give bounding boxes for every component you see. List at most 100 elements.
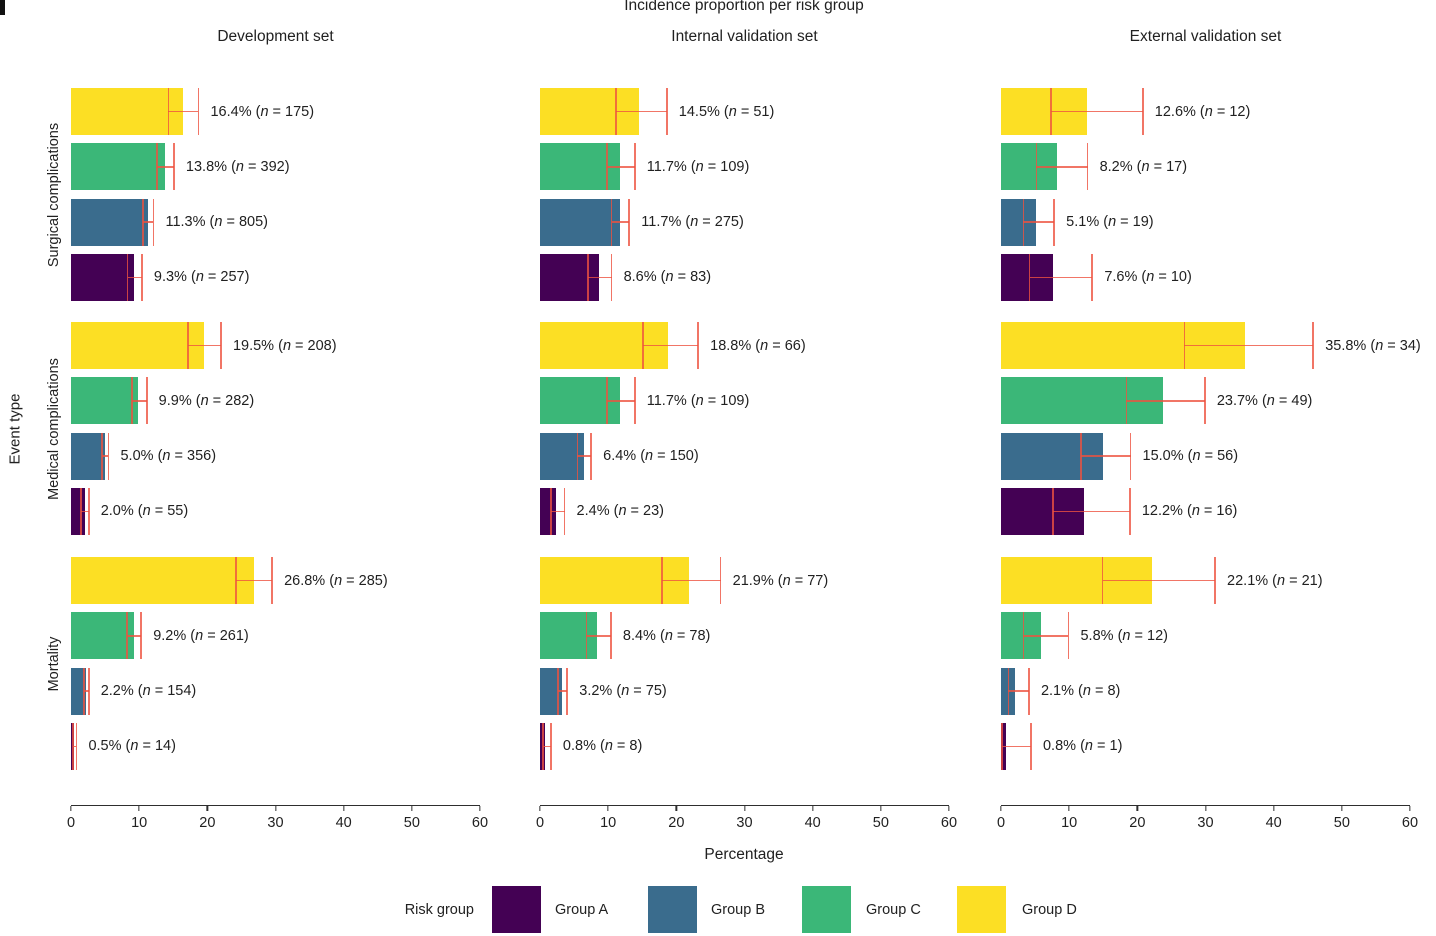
error-bar-upper-tick xyxy=(628,198,631,246)
x-axis-tick-label: 0 xyxy=(66,815,76,831)
legend-swatch-group-b xyxy=(648,886,697,933)
bar-row-group-c: 9.2% (n = 261) xyxy=(71,612,480,660)
bar-group-d xyxy=(71,88,183,136)
legend-title: Risk group xyxy=(404,902,474,918)
error-bar-line xyxy=(83,690,89,692)
x-axis-tick xyxy=(539,806,541,811)
x-axis-tick-label: 50 xyxy=(403,815,420,831)
bar-row-group-a: 9.3% (n = 257) xyxy=(71,253,480,301)
x-axis-tick xyxy=(1000,806,1002,811)
error-bar-line xyxy=(606,400,635,402)
bar-row-group-d: 19.5% (n = 208) xyxy=(71,322,480,370)
error-bar-upper-tick xyxy=(1030,722,1032,770)
error-bar-line xyxy=(557,690,568,692)
x-axis-tick-label: 10 xyxy=(131,815,148,831)
error-bar-lower-tick xyxy=(187,322,190,370)
error-bar-lower-tick xyxy=(661,557,663,605)
error-bar-line xyxy=(143,221,154,223)
error-bar-lower-tick xyxy=(1125,377,1128,425)
panel-mortality-col1: 26.8% (n = 285) 9.2% (n = 261) 2.2% (n = 1… xyxy=(71,557,480,770)
error-bar-upper-tick xyxy=(665,88,668,136)
bar-row-group-d: 12.6% (n = 12) xyxy=(1001,88,1410,136)
x-axis-tick xyxy=(880,806,882,811)
error-bar-upper-tick xyxy=(75,722,78,770)
bar-value-label: 18.8% (n = 66) xyxy=(710,337,806,354)
bar-group-d xyxy=(71,322,204,370)
bar-row-group-c: 5.8% (n = 12) xyxy=(1001,612,1410,660)
error-bar-upper-tick xyxy=(1091,253,1094,301)
error-bar-lower-tick xyxy=(1079,432,1082,480)
error-bar-upper-tick xyxy=(1067,612,1070,660)
error-bar-lower-tick xyxy=(167,88,170,136)
error-bar-upper-tick xyxy=(220,322,222,370)
error-bar-lower-tick xyxy=(142,198,145,246)
x-axis-col1: 0 10 20 30 40 50 60 xyxy=(67,805,488,838)
bar-value-label: 8.4% (n = 78) xyxy=(622,627,711,644)
error-bar-lower-tick xyxy=(642,322,644,370)
error-bar-upper-tick xyxy=(152,198,155,246)
panel-surgical-complications-col2: 14.5% (n = 51) 11.7% (n = 109) 11.7% (n = … xyxy=(540,88,949,301)
bar-value-label: 5.0% (n = 356) xyxy=(120,448,217,465)
error-bar-line xyxy=(81,510,89,513)
error-bar-line xyxy=(188,344,221,347)
error-bar-line xyxy=(1036,166,1088,168)
x-axis-tick xyxy=(70,806,72,811)
bar-row-group-b: 3.2% (n = 75) xyxy=(540,667,949,715)
bar-row-group-c: 8.4% (n = 78) xyxy=(540,612,949,660)
error-bar-line xyxy=(1080,455,1131,457)
error-bar-lower-tick xyxy=(156,143,158,191)
error-bar-lower-tick xyxy=(605,143,608,191)
error-bar-upper-tick xyxy=(1028,667,1030,715)
error-bar-lower-tick xyxy=(1049,88,1052,136)
error-bar-lower-tick xyxy=(1022,198,1025,246)
bar-value-label: 22.1% (n = 21) xyxy=(1227,572,1323,589)
error-bar-line xyxy=(1126,400,1205,402)
legend-label-group-d: Group D xyxy=(1022,901,1077,918)
x-axis-tick xyxy=(1273,806,1275,811)
bar-value-label: 26.8% (n = 285) xyxy=(284,572,388,589)
x-axis-tick xyxy=(1409,806,1411,811)
error-bar-line xyxy=(156,166,174,168)
panel-surgical-complications-col1: 16.4% (n = 175) 13.8% (n = 392) 11.3% (n =… xyxy=(71,88,480,301)
bar-row-group-a: 0.5% (n = 14) xyxy=(71,722,480,770)
bar-group-b xyxy=(71,198,149,246)
x-axis-tick xyxy=(1204,806,1207,811)
bar-value-label: 14.5% (n = 51) xyxy=(678,103,775,120)
error-bar-line xyxy=(542,745,551,748)
bar-row-group-a: 0.8% (n = 8) xyxy=(540,722,949,770)
bar-row-group-b: 15.0% (n = 56) xyxy=(1001,432,1410,480)
error-bar-lower-tick xyxy=(235,557,237,605)
x-axis-tick xyxy=(343,806,345,811)
error-bar-upper-tick xyxy=(1214,557,1216,605)
error-bar-lower-tick xyxy=(556,667,559,715)
x-axis-tick-label: 40 xyxy=(1265,815,1282,831)
error-bar-line xyxy=(662,579,721,582)
error-bar-upper-tick xyxy=(590,432,592,480)
bar-row-group-a: 12.2% (n = 16) xyxy=(1001,487,1410,535)
x-axis-tick-label: 10 xyxy=(1061,815,1078,831)
bar-row-group-a: 0.8% (n = 1) xyxy=(1000,722,1410,770)
panel-medical-complications-col2: 18.8% (n = 66) 11.7% (n = 109) 6.4% (n = 1… xyxy=(540,322,949,535)
error-bar-lower-tick xyxy=(1035,143,1038,191)
bar-group-c xyxy=(71,377,139,425)
x-axis-tick xyxy=(1068,806,1070,811)
x-axis-tick-label: 0 xyxy=(996,815,1006,831)
bar-group-a xyxy=(71,253,135,301)
x-axis-tick-label: 50 xyxy=(872,815,889,831)
error-bar-lower-tick xyxy=(1022,612,1025,660)
error-bar-line xyxy=(1052,510,1130,513)
x-axis-tick xyxy=(743,806,746,811)
bar-value-label: 3.2% (n = 75) xyxy=(579,683,667,700)
figure-panel-label-partial xyxy=(0,0,5,15)
bar-row-group-c: 11.7% (n = 109) xyxy=(540,143,949,191)
error-bar-line xyxy=(1023,635,1069,637)
bar-group-a xyxy=(540,487,557,535)
error-bar-upper-tick xyxy=(1203,377,1206,425)
bar-value-label: 11.7% (n = 109) xyxy=(646,392,750,409)
bar-value-label: 35.8% (n = 34) xyxy=(1325,337,1421,354)
error-bar-lower-tick xyxy=(541,722,544,770)
bar-row-group-b: 2.2% (n = 154) xyxy=(71,667,480,715)
bar-value-label: 5.1% (n = 19) xyxy=(1066,214,1154,231)
error-bar-line xyxy=(1008,690,1029,692)
x-axis-tick xyxy=(1136,806,1138,811)
